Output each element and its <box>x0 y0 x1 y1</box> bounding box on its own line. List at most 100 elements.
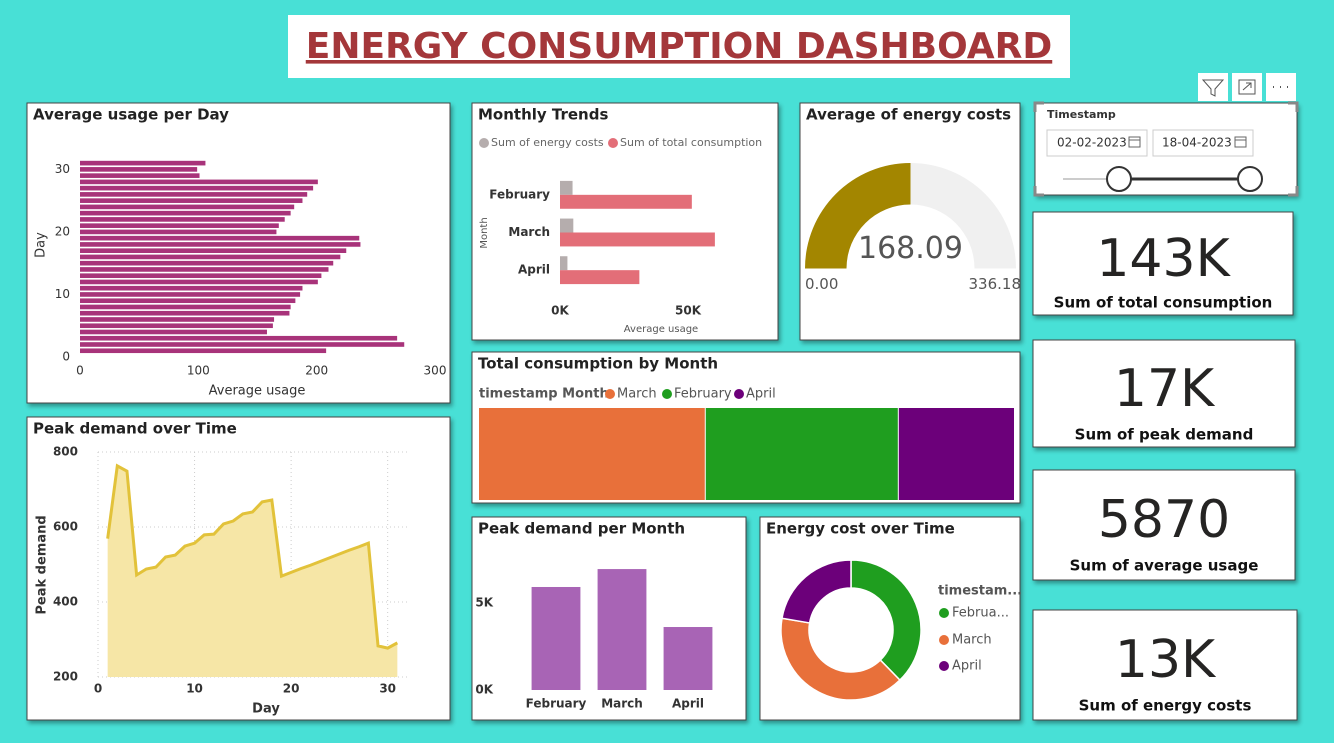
treemap-cell <box>898 408 1014 500</box>
chart-title: Peak demand per Month <box>478 520 685 538</box>
bar <box>531 586 581 690</box>
bar <box>80 248 347 253</box>
bar <box>80 254 341 260</box>
x-tick-label: 0 <box>76 364 84 378</box>
bar <box>80 342 405 347</box>
gauge-min-label: 0.00 <box>805 275 838 293</box>
legend-swatch <box>734 389 744 399</box>
x-tick-label: March <box>601 697 643 711</box>
card-label: Sum of energy costs <box>1079 697 1252 715</box>
chart-title: Monthly Trends <box>478 106 608 124</box>
y-tick-label: 600 <box>53 520 78 534</box>
slicer-decor <box>1033 101 1299 197</box>
y-tick-label: March <box>508 225 550 239</box>
treemap-cell <box>705 408 898 500</box>
legend-swatch <box>939 635 949 645</box>
x-axis-title: Average usage <box>209 384 306 399</box>
card-value: 143K <box>1096 229 1231 289</box>
bar <box>80 167 198 172</box>
donut-slice <box>780 617 901 701</box>
gauge-value <box>805 163 911 269</box>
slider-handle[interactable] <box>1106 166 1132 192</box>
legend-swatch <box>939 661 949 671</box>
slicer-end: 18-04-2023 <box>1162 136 1232 150</box>
date-box[interactable] <box>1152 129 1254 157</box>
bar <box>80 317 275 322</box>
bar <box>80 273 322 279</box>
slicer-corners <box>1033 101 1299 197</box>
bar <box>80 192 308 197</box>
chart-title: Average usage per Day <box>33 106 229 124</box>
legend-label: March <box>952 633 992 648</box>
area <box>107 465 398 677</box>
bar <box>80 348 327 354</box>
bar <box>597 569 647 690</box>
bar <box>663 627 713 690</box>
x-tick-label: 10 <box>186 682 203 696</box>
legend-label: April <box>746 387 776 402</box>
card-panel <box>1032 609 1298 721</box>
legend-title: timestamp Month <box>479 387 609 402</box>
bar <box>560 256 568 271</box>
bar <box>80 279 318 285</box>
x-tick-label: 0 <box>94 682 102 696</box>
bar <box>560 232 715 247</box>
chart-title: Peak demand over Time <box>33 420 237 438</box>
bar <box>80 323 273 329</box>
y-tick-label: 10 <box>55 287 70 301</box>
line <box>106 463 399 650</box>
card-panel <box>1032 211 1294 316</box>
y-tick-label: 0 <box>62 350 70 364</box>
bar <box>80 217 285 222</box>
chart-title: Average of energy costs <box>806 106 1011 124</box>
bar <box>80 304 291 310</box>
slider-handle[interactable] <box>1237 166 1263 192</box>
gauge-value-label: 168.09 <box>858 231 963 266</box>
x-tick-label: 200 <box>305 364 328 378</box>
y-tick-label: February <box>489 187 550 201</box>
legend-swatch <box>605 389 615 399</box>
legend-swatch <box>662 389 672 399</box>
legend-label: February <box>674 387 732 402</box>
slicer-start: 02-02-2023 <box>1057 136 1127 150</box>
legend-label: Februa... <box>952 606 1009 621</box>
focus-icon <box>1238 79 1256 95</box>
legend-title: timestam... <box>938 584 1022 599</box>
legend-label: Sum of energy costs <box>491 136 604 149</box>
bar <box>80 329 267 335</box>
x-tick-label: 300 <box>424 364 447 378</box>
legend-label: Sum of total consumption <box>620 136 762 149</box>
card-panel <box>1032 339 1296 448</box>
treemap-cell <box>479 408 705 500</box>
card-label: Sum of average usage <box>1070 557 1259 575</box>
y-tick-label: 20 <box>55 224 70 238</box>
card-panel <box>1032 469 1296 581</box>
y-tick-label: 30 <box>55 162 70 176</box>
bar <box>80 242 361 247</box>
x-tick-label: 30 <box>379 682 396 696</box>
bar <box>80 310 290 316</box>
legend-swatch <box>479 138 489 148</box>
y-axis-title: Month <box>479 217 490 248</box>
legend-swatch <box>608 138 618 148</box>
card-label: Sum of peak demand <box>1075 426 1254 444</box>
donut-slice <box>781 559 852 624</box>
date-box[interactable] <box>1046 129 1148 157</box>
x-tick-label: February <box>526 697 587 711</box>
x-tick-label: April <box>672 697 704 711</box>
slicer-title: Timestamp <box>1047 108 1116 121</box>
bar <box>80 210 291 216</box>
filter-button[interactable] <box>1198 73 1228 101</box>
bar <box>80 292 301 297</box>
x-tick-label: 100 <box>187 364 210 378</box>
x-axis-title: Day <box>252 702 280 717</box>
bar <box>80 335 398 341</box>
card-value: 13K <box>1115 630 1217 690</box>
legend-swatch <box>939 608 949 618</box>
bar <box>80 179 318 185</box>
x-tick-label: 50K <box>675 304 702 318</box>
y-axis-title: Day <box>34 232 49 258</box>
title-box <box>288 15 1070 78</box>
card-label: Sum of total consumption <box>1054 294 1273 312</box>
y-axis-title: Peak demand <box>35 515 50 614</box>
